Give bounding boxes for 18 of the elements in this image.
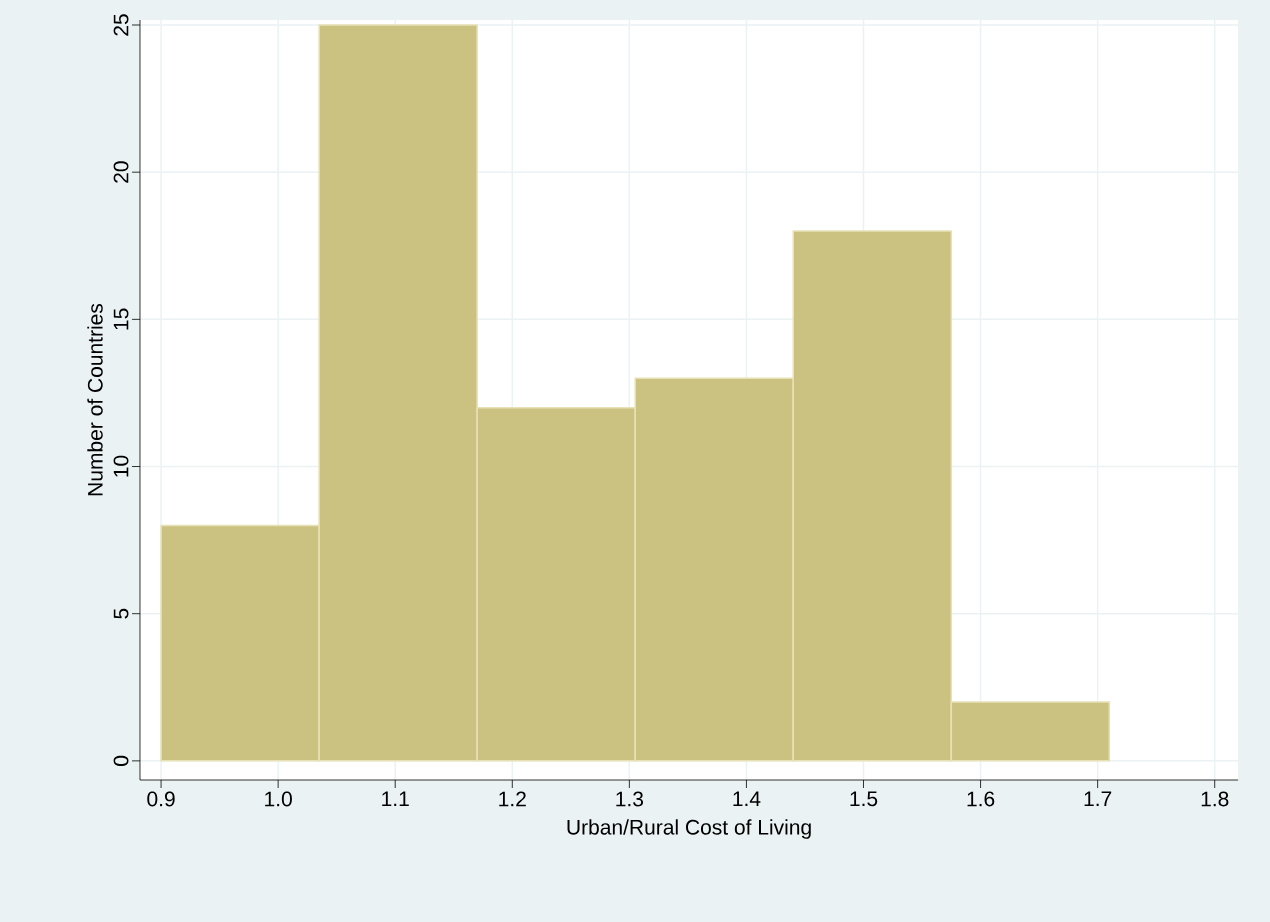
- x-tick-label: 0.9: [147, 791, 175, 807]
- y-axis-title: Number of Countries: [87, 303, 103, 496]
- x-tick-label: 1.6: [967, 791, 995, 807]
- y-tick-label: 5: [113, 608, 129, 619]
- y-tick-label: 15: [113, 308, 129, 330]
- x-tick-label: 1.0: [265, 791, 292, 807]
- x-tick-label: 1.3: [616, 791, 644, 807]
- x-tick-label: 1.4: [733, 791, 761, 806]
- x-tick-label: 1.8: [1201, 791, 1229, 807]
- y-tick-label: 0: [113, 755, 129, 766]
- y-tick-label: 25: [113, 14, 129, 36]
- y-tick-label: 20: [113, 161, 129, 183]
- x-tick-label: 1.1: [382, 791, 409, 806]
- x-tick-label: 1.7: [1084, 791, 1112, 806]
- x-tick-label: 1.5: [850, 791, 878, 807]
- x-axis-title: Urban/Rural Cost of Living: [567, 819, 811, 839]
- x-tick-label: 1.2: [499, 791, 526, 807]
- y-tick-label: 10: [113, 455, 129, 477]
